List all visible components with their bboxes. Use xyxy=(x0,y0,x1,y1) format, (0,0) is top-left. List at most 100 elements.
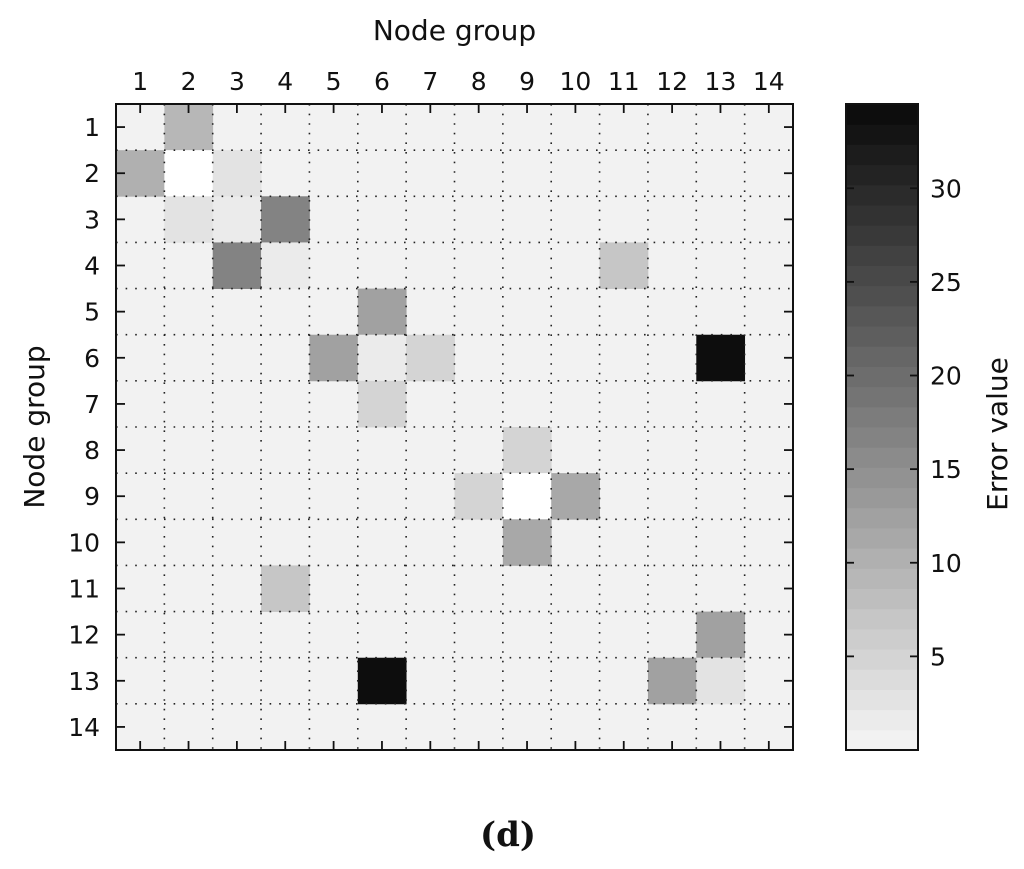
x-tick-label: 11 xyxy=(608,67,640,96)
x-tick-label: 14 xyxy=(753,67,785,96)
y-axis-title: Node group xyxy=(18,345,51,508)
colorbar xyxy=(846,104,918,751)
heatmap-cell xyxy=(599,242,649,289)
heatmap-cell xyxy=(164,150,214,197)
colorbar-segment xyxy=(846,144,918,166)
x-tick-label: 4 xyxy=(277,67,293,96)
x-tick-labels: 1 2 3 4 5 6 7 8 9 10 11 12 13 14 xyxy=(132,67,785,96)
colorbar-title: Error value xyxy=(981,357,1014,511)
colorbar-segment xyxy=(846,326,918,347)
y-tick-label: 10 xyxy=(68,528,100,557)
y-tick-label: 9 xyxy=(84,482,100,511)
x-tick-label: 5 xyxy=(326,67,342,96)
y-tick-label: 14 xyxy=(68,713,100,742)
colorbar-segment xyxy=(846,649,918,670)
colorbar-segment xyxy=(846,669,918,690)
heatmap-cell xyxy=(261,196,310,243)
x-tick-label: 1 xyxy=(132,67,148,96)
colorbar-tick-label: 25 xyxy=(930,268,962,297)
colorbar-ticks: 5 10 15 20 25 30 xyxy=(846,174,962,671)
x-axis-title: Node group xyxy=(373,14,536,47)
figure-caption: (d) xyxy=(480,815,536,855)
y-tick-label: 5 xyxy=(84,298,100,327)
heatmap-cell xyxy=(357,288,407,336)
heatmap-cell xyxy=(357,657,407,705)
y-tick-label: 7 xyxy=(84,390,100,419)
colorbar-tick-label: 10 xyxy=(930,549,962,578)
colorbar-segment xyxy=(846,265,918,287)
colorbar-segment xyxy=(846,285,918,307)
colorbar-segment xyxy=(846,245,918,266)
colorbar-tick-label: 30 xyxy=(930,174,962,203)
x-tick-label: 6 xyxy=(374,67,390,96)
x-tick-label: 9 xyxy=(519,67,535,96)
colorbar-segment xyxy=(846,225,918,246)
y-tick-label: 4 xyxy=(84,252,100,281)
heatmap-cell xyxy=(357,380,407,428)
colorbar-tick-label: 20 xyxy=(930,362,962,391)
heatmap-cell xyxy=(696,657,746,705)
heatmap-cell xyxy=(696,611,746,659)
colorbar-segment xyxy=(846,729,918,751)
plot-frame xyxy=(115,103,794,751)
colorbar-segment xyxy=(846,204,918,226)
colorbar-segment xyxy=(846,447,918,468)
heatmap-cell xyxy=(502,473,552,520)
heatmap-cell xyxy=(309,334,359,382)
axis-ticks xyxy=(116,104,793,750)
colorbar-segment xyxy=(846,487,918,509)
heatmap-cell xyxy=(502,519,552,566)
colorbar-segment xyxy=(846,366,918,388)
colorbar-segment xyxy=(846,386,918,408)
heatmap-cell xyxy=(212,196,262,243)
y-tick-label: 1 xyxy=(84,113,100,142)
colorbar-segment xyxy=(846,608,918,630)
y-tick-label: 2 xyxy=(84,159,100,188)
x-tick-label: 2 xyxy=(181,67,197,96)
colorbar-segment xyxy=(846,548,918,569)
colorbar-segment xyxy=(846,305,918,327)
x-tick-label: 10 xyxy=(559,67,591,96)
colorbar-segment xyxy=(846,467,918,489)
colorbar-tick-label: 5 xyxy=(930,642,946,671)
heatmap-cell xyxy=(551,473,600,520)
heatmap-cell xyxy=(164,196,214,243)
colorbar-segment xyxy=(846,588,918,610)
x-tick-label: 7 xyxy=(422,67,438,96)
heatmap-cell xyxy=(357,334,407,382)
colorbar-segment xyxy=(846,527,918,549)
x-tick-label: 12 xyxy=(656,67,688,96)
heatmap-cell xyxy=(261,242,310,289)
heatmap-cell xyxy=(647,657,697,705)
colorbar-frame xyxy=(845,103,919,751)
x-tick-label: 13 xyxy=(705,67,737,96)
colorbar-segment xyxy=(846,164,918,186)
y-tick-label: 11 xyxy=(68,575,100,604)
y-tick-label: 3 xyxy=(84,205,100,234)
heatmap-cell xyxy=(454,473,504,520)
colorbar-segment xyxy=(846,406,918,428)
y-tick-label: 12 xyxy=(68,621,100,650)
x-tick-label: 3 xyxy=(229,67,245,96)
colorbar-segment xyxy=(846,709,918,731)
dotted-grid xyxy=(116,104,793,750)
colorbar-segment xyxy=(846,184,918,206)
heatmap-cell xyxy=(212,150,262,197)
colorbar-segment xyxy=(846,427,918,448)
colorbar-segment xyxy=(846,104,918,125)
heatmap-cell xyxy=(696,334,746,382)
heatmap-cell xyxy=(212,242,262,289)
y-tick-label: 13 xyxy=(68,667,100,696)
x-tick-label: 8 xyxy=(471,67,487,96)
y-tick-label: 6 xyxy=(84,344,100,373)
y-tick-label: 8 xyxy=(84,436,100,465)
heatmap-cell xyxy=(406,334,455,382)
colorbar-segment xyxy=(846,346,918,367)
colorbar-tick-label: 15 xyxy=(930,455,962,484)
colorbar-segment xyxy=(846,568,918,589)
heatmap-cell xyxy=(502,427,552,474)
colorbar-segment xyxy=(846,507,918,529)
colorbar-segment xyxy=(846,124,918,145)
